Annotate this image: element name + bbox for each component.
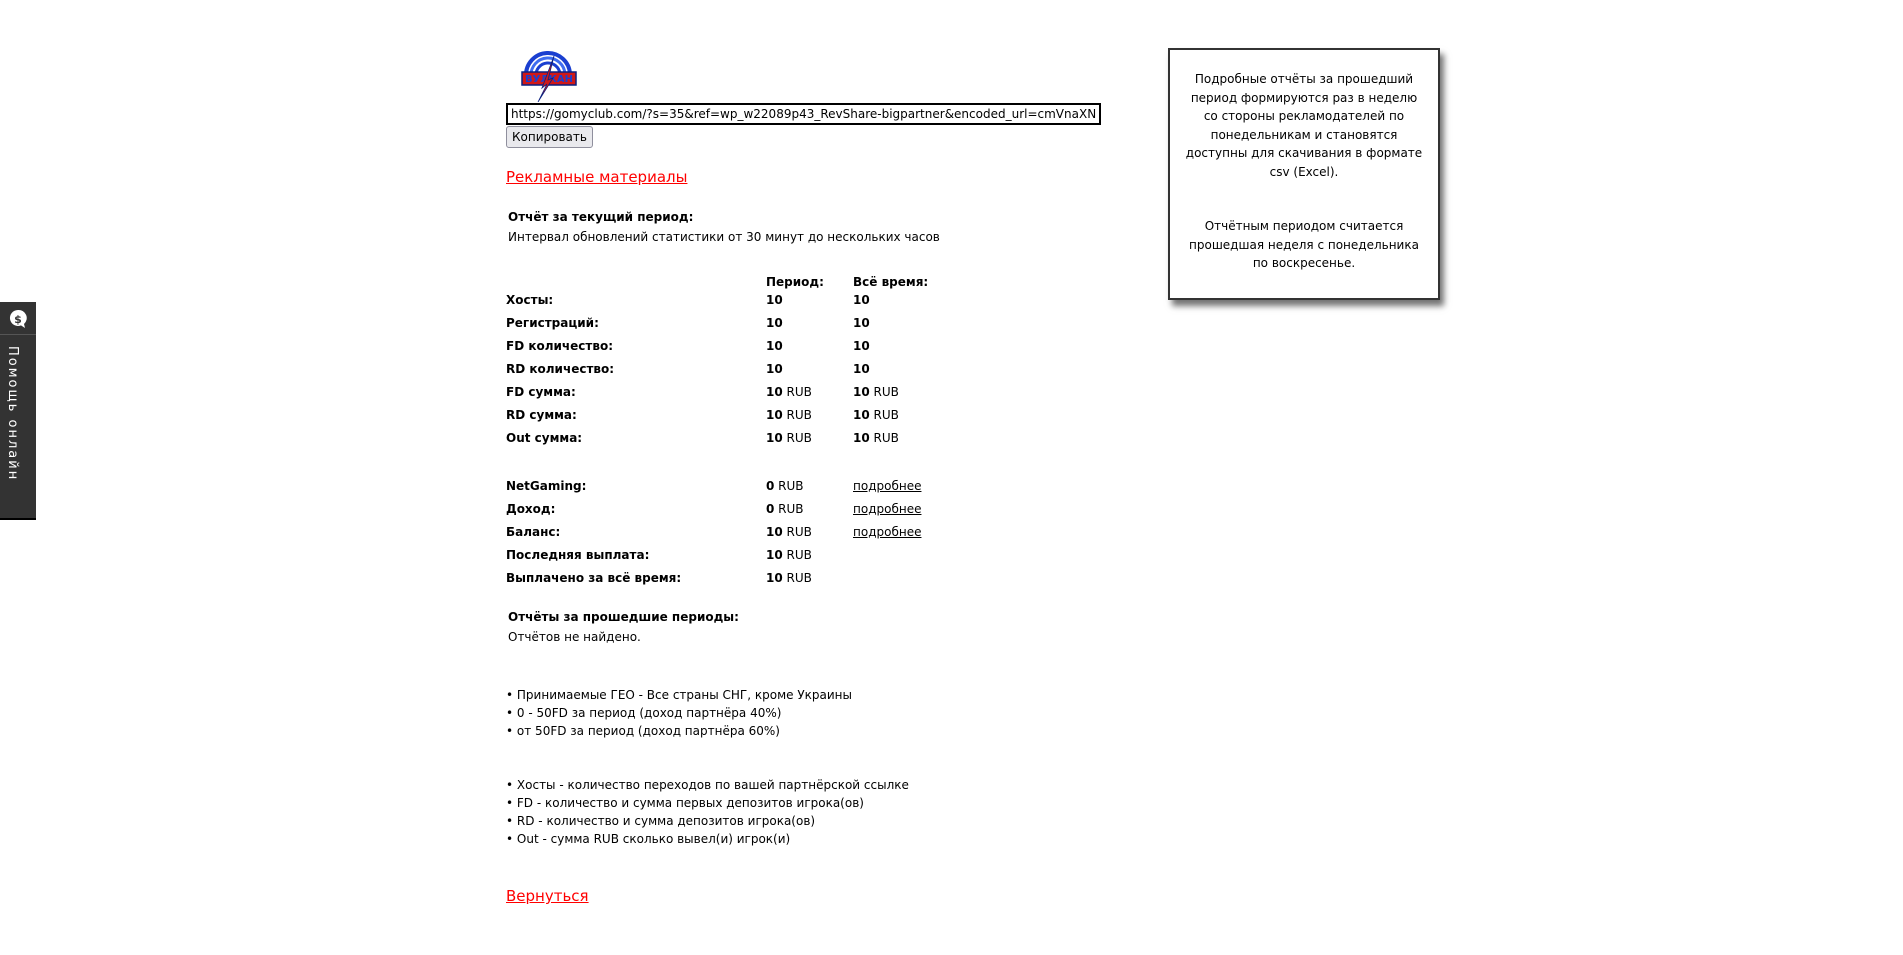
stat-period-value: 10 RUB xyxy=(766,385,812,399)
value: 10 xyxy=(766,293,783,307)
list-item: от 50FD за период (доход партнёра 60%) xyxy=(506,722,852,740)
stat-all-time-value: 10 RUB xyxy=(853,431,899,445)
finance-label: Баланс: xyxy=(506,525,561,539)
unit: RUB xyxy=(782,408,812,422)
finance-label: Последняя выплата: xyxy=(506,548,650,562)
stat-label: Out сумма: xyxy=(506,431,583,445)
list-item: Хосты - количество переходов по вашей па… xyxy=(506,776,909,794)
value: 10 xyxy=(766,362,783,376)
info-box: Подробные отчёты за прошедший период фор… xyxy=(1168,48,1440,300)
past-reports-title: Отчёты за прошедшие периоды: xyxy=(508,610,739,624)
unit: RUB xyxy=(782,385,812,399)
value: 10 xyxy=(853,293,870,307)
value: 10 xyxy=(853,385,870,399)
list-item: FD - количество и сумма первых депозитов… xyxy=(506,794,909,812)
glossary-list: Хосты - количество переходов по вашей па… xyxy=(506,776,909,848)
help-online-widget[interactable]: $ Помощь онлайн xyxy=(0,302,36,520)
unit: RUB xyxy=(782,431,812,445)
info-text-report-period: Отчётным периодом считается прошедшая не… xyxy=(1189,219,1419,270)
finance-label: Доход: xyxy=(506,502,556,516)
unit: RUB xyxy=(782,548,812,562)
stat-period-value: 10 RUB xyxy=(766,431,812,445)
list-item: 0 - 50FD за период (доход партнёра 40%) xyxy=(506,704,852,722)
stat-period-value: 10 xyxy=(766,293,783,307)
stat-period-value: 10 RUB xyxy=(766,408,812,422)
help-online-label: Помощь онлайн xyxy=(5,346,20,482)
stat-all-time-value: 10 xyxy=(853,293,870,307)
stat-label: RD количество: xyxy=(506,362,615,376)
value: 10 xyxy=(853,408,870,422)
value: 10 xyxy=(853,362,870,376)
stat-all-time-value: 10 xyxy=(853,316,870,330)
promo-materials-link[interactable]: Рекламные материалы xyxy=(506,168,688,186)
unit: RUB xyxy=(869,408,899,422)
stat-all-time-value: 10 RUB xyxy=(853,385,899,399)
finance-value: 10 RUB xyxy=(766,548,812,562)
unit: RUB xyxy=(869,431,899,445)
vulkan-logo[interactable]: ВУЛКАН xyxy=(520,48,578,102)
col-all-time-header: Всё время: xyxy=(853,275,929,289)
terms-list: Принимаемые ГЕО - Все страны СНГ, кроме … xyxy=(506,686,852,740)
past-reports-empty: Отчётов не найдено. xyxy=(508,630,641,644)
details-link[interactable]: подробнее xyxy=(853,479,922,493)
value: 10 xyxy=(853,316,870,330)
value: 0 xyxy=(766,479,775,493)
value: 0 xyxy=(766,502,775,516)
details-link[interactable]: подробнее xyxy=(853,525,922,539)
finance-value: 10 RUB xyxy=(766,571,812,585)
stat-all-time-value: 10 xyxy=(853,339,870,353)
list-item: Out - сумма RUB сколько вывел(и) игрок(и… xyxy=(506,830,909,848)
finance-value: 0 RUB xyxy=(766,479,804,493)
finance-value: 10 RUB xyxy=(766,525,812,539)
current-report-title: Отчёт за текущий период: xyxy=(508,210,694,224)
stat-period-value: 10 xyxy=(766,316,783,330)
list-item: Принимаемые ГЕО - Все страны СНГ, кроме … xyxy=(506,686,852,704)
stat-label: Хосты: xyxy=(506,293,554,307)
svg-text:$: $ xyxy=(14,313,22,326)
value: 10 xyxy=(766,525,783,539)
stat-label: RD сумма: xyxy=(506,408,577,422)
value: 10 xyxy=(766,408,783,422)
stat-label: Регистраций: xyxy=(506,316,599,330)
stat-all-time-value: 10 RUB xyxy=(853,408,899,422)
value: 10 xyxy=(853,431,870,445)
current-report-subtitle: Интервал обновлений статистики от 30 мин… xyxy=(508,230,940,244)
value: 10 xyxy=(853,339,870,353)
list-item: RD - количество и сумма депозитов игрока… xyxy=(506,812,909,830)
details-link[interactable]: подробнее xyxy=(853,502,922,516)
stat-period-value: 10 xyxy=(766,339,783,353)
finance-label: Выплачено за всё время: xyxy=(506,571,682,585)
stat-label: FD количество: xyxy=(506,339,614,353)
unit: RUB xyxy=(774,502,804,516)
referral-url-input[interactable] xyxy=(506,103,1101,125)
value: 10 xyxy=(766,385,783,399)
stat-label: FD сумма: xyxy=(506,385,576,399)
unit: RUB xyxy=(782,525,812,539)
value: 10 xyxy=(766,316,783,330)
finance-label: NetGaming: xyxy=(506,479,587,493)
info-text-weekly-reports: Подробные отчёты за прошедший период фор… xyxy=(1185,72,1423,179)
unit: RUB xyxy=(869,385,899,399)
finance-value: 0 RUB xyxy=(766,502,804,516)
copy-button[interactable]: Копировать xyxy=(506,126,593,148)
divider xyxy=(0,334,36,335)
value: 10 xyxy=(766,548,783,562)
value: 10 xyxy=(766,339,783,353)
unit: RUB xyxy=(774,479,804,493)
unit: RUB xyxy=(782,571,812,585)
back-link[interactable]: Вернуться xyxy=(506,887,589,905)
col-period-header: Период: xyxy=(766,275,824,289)
stat-all-time-value: 10 xyxy=(853,362,870,376)
value: 10 xyxy=(766,571,783,585)
stat-period-value: 10 xyxy=(766,362,783,376)
value: 10 xyxy=(766,431,783,445)
chat-dollar-icon: $ xyxy=(9,309,27,328)
